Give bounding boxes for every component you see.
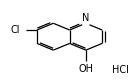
- Text: Cl: Cl: [10, 25, 20, 35]
- Text: HCl: HCl: [112, 65, 129, 75]
- Text: N: N: [82, 13, 90, 23]
- Text: OH: OH: [78, 64, 93, 74]
